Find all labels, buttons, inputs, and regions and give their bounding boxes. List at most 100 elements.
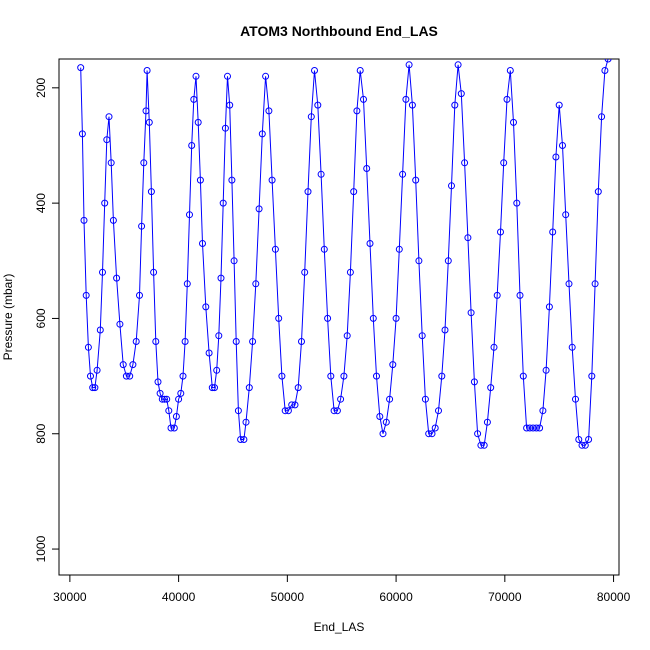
- data-point: [154, 378, 162, 386]
- data-point: [568, 343, 576, 351]
- data-point: [418, 332, 426, 340]
- data-point: [177, 389, 185, 397]
- data-point: [421, 395, 429, 403]
- data-point: [265, 107, 273, 115]
- data-point: [487, 384, 495, 392]
- data-point: [284, 407, 292, 415]
- data-point: [304, 188, 312, 196]
- data-point: [477, 441, 485, 449]
- data-point: [327, 372, 335, 380]
- data-point: [500, 159, 508, 167]
- data-point: [294, 384, 302, 392]
- data-point: [320, 245, 328, 253]
- data-point: [84, 343, 92, 351]
- data-point: [562, 211, 570, 219]
- data-point: [539, 407, 547, 415]
- data-point: [255, 205, 263, 213]
- data-point: [281, 407, 289, 415]
- data-point: [183, 280, 191, 288]
- data-point: [275, 314, 283, 322]
- data-point: [363, 165, 371, 172]
- data-point: [87, 372, 94, 380]
- x-tick-label: 50000: [271, 590, 305, 604]
- x-axis: 30000 40000 50000 60000 70000 80000: [53, 574, 631, 604]
- data-point: [96, 326, 104, 334]
- data-point: [138, 222, 146, 230]
- y-tick-label: 400: [34, 193, 48, 213]
- data-point: [516, 291, 524, 299]
- data-point: [395, 245, 403, 253]
- data-point: [532, 424, 540, 432]
- data-point: [226, 101, 234, 109]
- y-tick-label: 200: [34, 77, 48, 97]
- data-point: [93, 366, 101, 374]
- data-point: [242, 418, 250, 426]
- data-point: [526, 424, 534, 432]
- data-point: [105, 113, 113, 121]
- data-point: [399, 170, 407, 178]
- data-point: [107, 159, 115, 167]
- data-point: [405, 61, 413, 69]
- data-point: [161, 395, 168, 403]
- data-point: [91, 384, 99, 392]
- data-point: [103, 136, 111, 144]
- x-tick-label: 30000: [53, 590, 87, 604]
- data-point: [598, 113, 606, 121]
- data-point: [136, 291, 143, 299]
- data-point: [314, 101, 322, 109]
- data-point: [346, 268, 354, 276]
- data-point: [132, 338, 140, 345]
- data-point: [425, 430, 433, 438]
- y-axis-label: Pressure (mbar): [1, 274, 15, 361]
- data-point: [224, 72, 231, 80]
- data-point: [565, 280, 573, 288]
- data-point: [451, 101, 459, 109]
- data-point: [457, 90, 465, 98]
- data-point: [99, 268, 106, 276]
- data-point: [382, 418, 390, 426]
- data-point: [356, 67, 364, 74]
- data-point: [262, 72, 270, 80]
- y-axis: 200 400 600 800 1000: [34, 77, 60, 562]
- x-axis-label: End_LAS: [314, 620, 365, 634]
- data-point: [288, 401, 296, 409]
- data-point: [129, 361, 137, 369]
- data-point: [559, 142, 566, 149]
- data-point: [578, 441, 586, 449]
- data-point: [591, 280, 599, 288]
- data-point: [172, 413, 180, 420]
- data-point: [298, 338, 305, 345]
- data-point: [490, 343, 498, 351]
- data-point: [464, 234, 472, 242]
- data-point: [503, 95, 511, 103]
- data-point: [604, 59, 612, 63]
- data-point: [373, 372, 380, 380]
- data-point: [199, 240, 206, 247]
- data-point: [480, 441, 488, 449]
- data-point: [572, 395, 579, 403]
- data-point: [147, 188, 155, 196]
- data-point: [181, 338, 189, 345]
- data-point: [291, 401, 299, 409]
- data-point: [483, 418, 491, 426]
- data-point: [258, 130, 266, 138]
- chart-title: ATOM3 Northbound End_LAS: [240, 23, 438, 39]
- data-point: [402, 95, 410, 103]
- data-point: [552, 153, 560, 161]
- data-point: [194, 118, 202, 126]
- data-point: [333, 407, 341, 415]
- data-point: [519, 372, 527, 380]
- data-point: [186, 211, 193, 219]
- data-point: [89, 384, 97, 392]
- data-point: [386, 395, 394, 403]
- data-point: [163, 395, 171, 403]
- data-point: [307, 113, 315, 121]
- data-point: [240, 436, 248, 443]
- data-point: [461, 159, 469, 167]
- data-point: [337, 395, 345, 403]
- data-point: [192, 72, 200, 80]
- data-point: [116, 320, 124, 328]
- data-point: [158, 395, 166, 403]
- data-point: [389, 361, 397, 369]
- data-point: [353, 107, 361, 115]
